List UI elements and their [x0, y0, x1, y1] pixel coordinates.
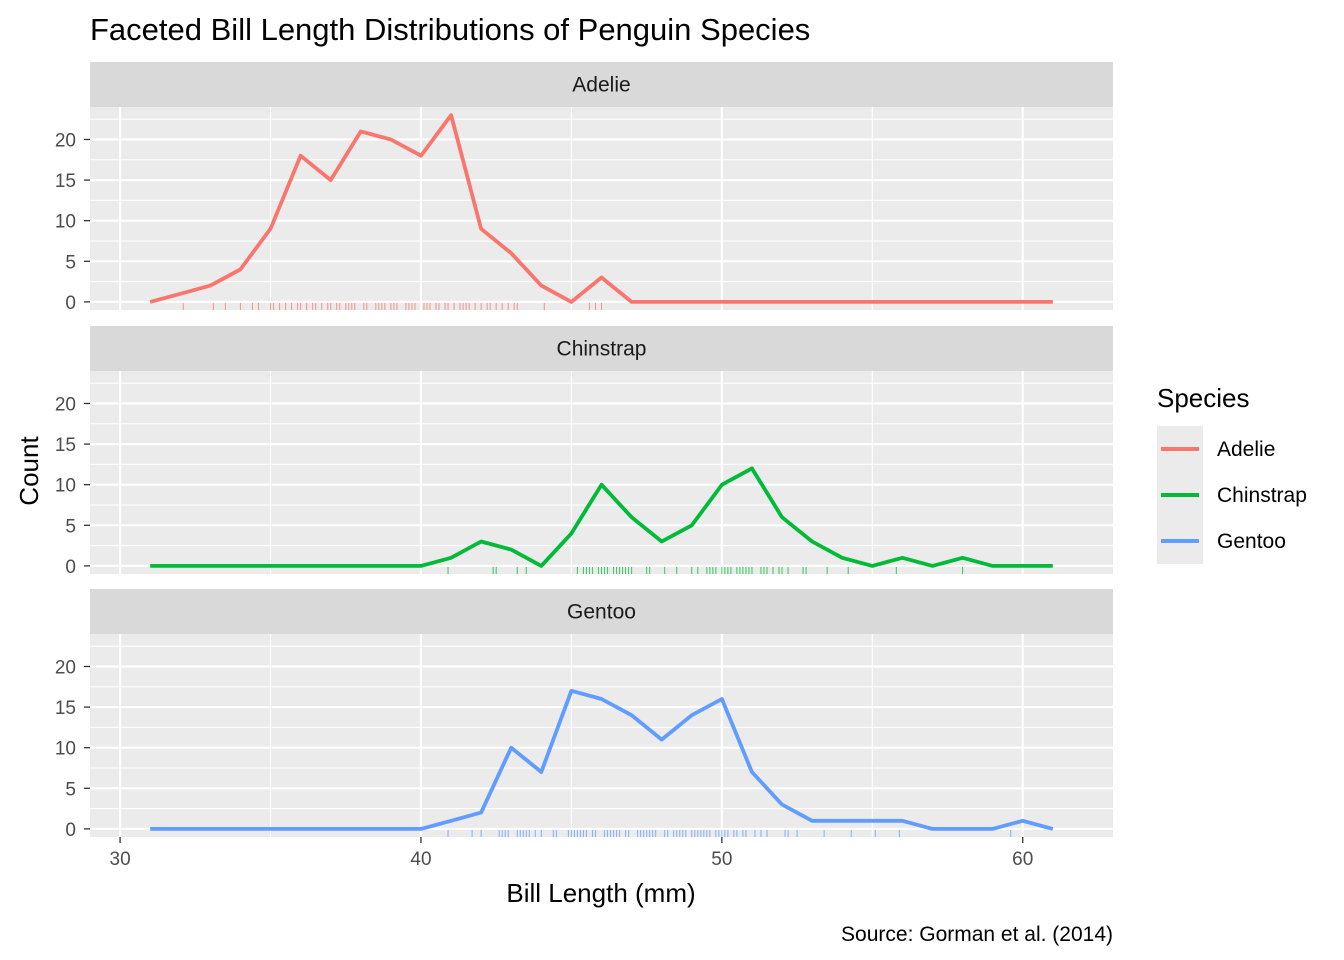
series-line-adelie [149, 113, 1053, 304]
y-tick-label: 0 [65, 820, 76, 841]
facet-adelie: Adelie 0 5 10 15 20 [55, 62, 1113, 314]
y-tick-label: 0 [65, 557, 76, 578]
x-tick-label: 60 [1012, 849, 1033, 870]
legend-title: Species [1157, 383, 1250, 413]
facet-strip-label: Chinstrap [557, 338, 647, 361]
facet-strip [90, 589, 1113, 634]
y-tick-label: 15 [55, 698, 76, 719]
chart-caption: Source: Gorman et al. (2014) [841, 923, 1113, 946]
panel-background [90, 371, 1113, 574]
facet-strip [90, 326, 1113, 371]
y-tick-label: 15 [55, 171, 76, 192]
y-tick-label: 10 [55, 476, 76, 497]
facet-chinstrap: Chinstrap 0 5 10 15 20 [55, 326, 1113, 578]
legend-label: Chinstrap [1217, 484, 1307, 507]
y-tick-label: 15 [55, 435, 76, 456]
y-tick-label: 5 [65, 779, 76, 800]
y-tick-label: 10 [55, 739, 76, 760]
series-line-chinstrap [150, 466, 1053, 568]
chart-title: Faceted Bill Length Distributions of Pen… [90, 12, 810, 47]
y-tick-label: 5 [65, 252, 76, 273]
x-tick-label: 50 [711, 849, 732, 870]
y-tick-label: 20 [55, 394, 76, 415]
facet-strip [90, 62, 1113, 107]
x-tick-label: 30 [110, 849, 131, 870]
legend: Species Adelie Chinstrap Gentoo [1157, 383, 1307, 564]
x-axis: 30 40 50 60 [110, 837, 1033, 870]
legend-label: Gentoo [1217, 530, 1286, 553]
y-tick-label: 20 [55, 657, 76, 678]
y-tick-label: 10 [55, 212, 76, 233]
y-axis-title: Count [14, 436, 44, 506]
facet-strip-label: Gentoo [567, 601, 636, 624]
facet-gentoo: Gentoo 0 5 10 15 20 [55, 589, 1113, 841]
x-tick-label: 40 [410, 849, 431, 870]
y-tick-label: 0 [65, 293, 76, 314]
series-line-gentoo [150, 688, 1054, 831]
panel-background [90, 634, 1113, 837]
y-tick-label: 20 [55, 130, 76, 151]
y-tick-label: 5 [65, 516, 76, 537]
legend-label: Adelie [1217, 438, 1275, 461]
facet-strip-label: Adelie [572, 74, 630, 97]
facet-panels: Adelie 0 5 10 15 20 Chinstrap 0 5 10 15 20 Gentoo 0 5 1… [55, 62, 1113, 841]
x-axis-title: Bill Length (mm) [506, 878, 695, 908]
